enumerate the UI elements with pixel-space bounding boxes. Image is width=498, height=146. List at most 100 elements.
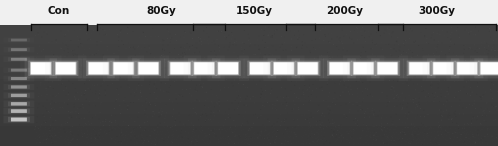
Point [342,87,350,89]
Point [76,55,84,57]
Point [238,86,246,89]
FancyBboxPatch shape [457,62,477,74]
Point [65,127,73,130]
Point [313,31,321,33]
Point [196,116,204,118]
Point [183,68,191,70]
Point [308,96,316,98]
Point [155,140,163,142]
Point [393,41,401,43]
Point [225,116,233,119]
Point [370,39,377,42]
FancyBboxPatch shape [3,47,34,52]
Point [243,60,251,62]
Point [328,56,336,58]
Point [114,124,122,126]
Point [33,27,41,30]
Point [256,142,264,144]
Point [188,116,196,118]
Point [189,44,197,47]
Point [46,129,54,132]
Point [314,61,322,63]
Point [407,52,415,54]
Point [429,139,437,141]
Point [476,129,484,131]
Point [345,30,353,32]
Point [471,136,479,138]
Point [53,61,61,64]
Point [370,113,377,115]
Point [118,26,126,28]
Point [415,104,423,107]
Point [106,72,114,74]
Point [181,121,189,124]
Point [158,49,166,52]
Point [256,62,264,64]
Point [460,138,468,140]
Point [129,102,137,104]
Point [487,119,495,121]
Point [77,75,85,78]
Point [229,43,237,46]
Point [156,141,164,144]
Point [366,97,374,100]
Point [302,135,310,138]
Point [87,118,95,120]
Point [482,33,490,35]
Point [385,138,393,140]
Point [294,106,302,108]
Point [441,68,449,71]
Point [443,90,451,93]
Point [180,108,188,110]
Point [32,91,40,93]
Point [294,66,302,69]
Point [135,52,143,55]
Point [246,67,254,70]
Point [142,101,150,104]
Point [149,90,157,93]
Point [264,132,272,135]
Point [344,90,352,93]
Point [389,60,397,62]
Point [354,95,362,97]
Point [369,73,377,75]
Point [384,32,392,34]
Point [352,127,360,129]
Point [230,109,238,111]
Point [147,83,155,86]
Point [245,62,253,64]
Point [231,110,239,112]
Point [274,96,282,98]
Point [215,36,223,39]
Point [105,80,113,82]
Point [131,37,139,39]
Point [181,97,189,99]
Point [474,35,482,37]
Point [89,84,97,86]
Point [353,100,361,102]
Point [353,121,361,123]
Point [283,52,291,55]
Point [268,32,276,34]
Point [457,124,465,126]
Point [57,38,65,40]
Point [490,29,498,32]
Point [368,65,375,67]
Point [402,140,410,142]
Point [119,62,126,64]
Point [409,77,417,79]
Point [72,41,80,43]
Point [290,52,298,54]
Point [392,82,400,84]
Point [282,107,290,109]
Point [52,39,60,41]
Point [188,60,196,62]
Point [273,114,281,117]
Point [280,60,288,63]
Point [325,119,333,121]
Point [61,131,69,133]
FancyBboxPatch shape [330,62,350,74]
Point [136,65,144,67]
Point [373,43,380,45]
Point [204,112,212,114]
